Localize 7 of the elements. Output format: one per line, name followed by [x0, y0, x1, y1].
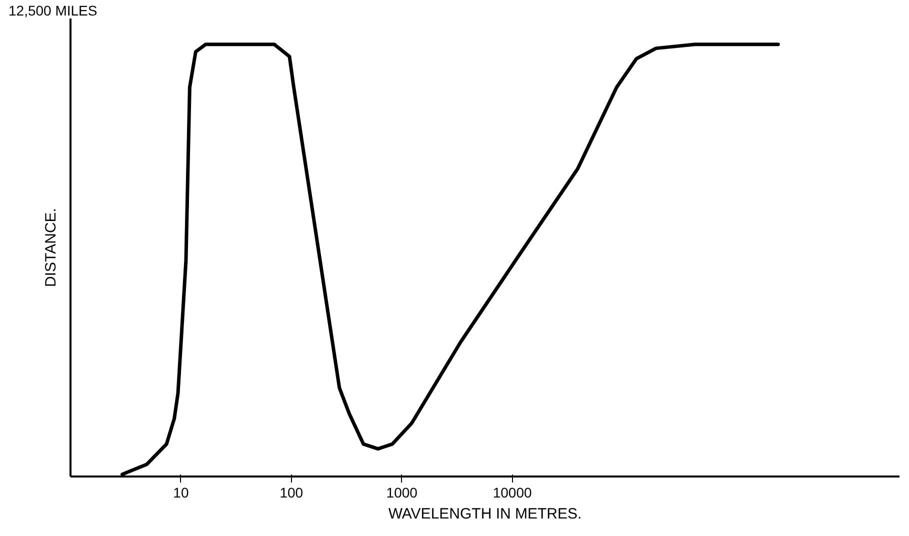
- x-tick-label: 1000: [386, 484, 418, 500]
- x-axis-title: WAVELENGTH IN METRES.: [388, 506, 582, 522]
- x-tick-label: 100: [280, 484, 304, 500]
- x-tick-label: 10000: [492, 484, 532, 500]
- y-axis-title: DISTANCE.: [42, 208, 60, 287]
- text: 12,500 MILES: [8, 2, 98, 18]
- x-tick-label: 10: [173, 484, 189, 500]
